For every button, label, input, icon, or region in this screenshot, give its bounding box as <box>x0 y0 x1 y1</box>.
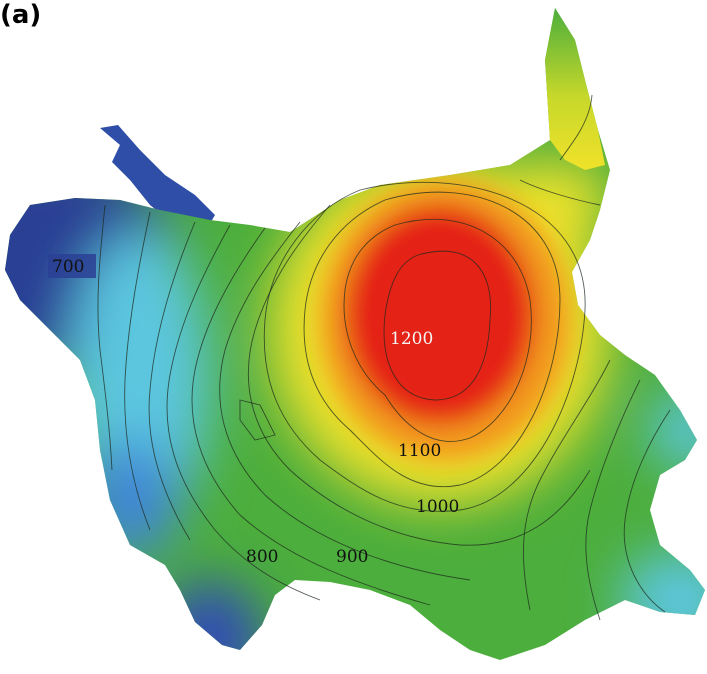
contour-label-900: 900 <box>336 547 368 567</box>
label-bg-700 <box>48 254 96 278</box>
northwest-arm <box>100 125 215 232</box>
contour-lines <box>97 94 671 621</box>
panel-label: (a) <box>0 0 42 30</box>
contour-label-700: 700 <box>52 257 84 277</box>
northeast-finger <box>545 8 605 170</box>
contour-label-1000: 1000 <box>416 497 459 517</box>
contour-label-1200: 1200 <box>390 329 433 349</box>
contour-label-1100: 1100 <box>398 441 441 461</box>
contour-label-800: 800 <box>246 547 278 567</box>
